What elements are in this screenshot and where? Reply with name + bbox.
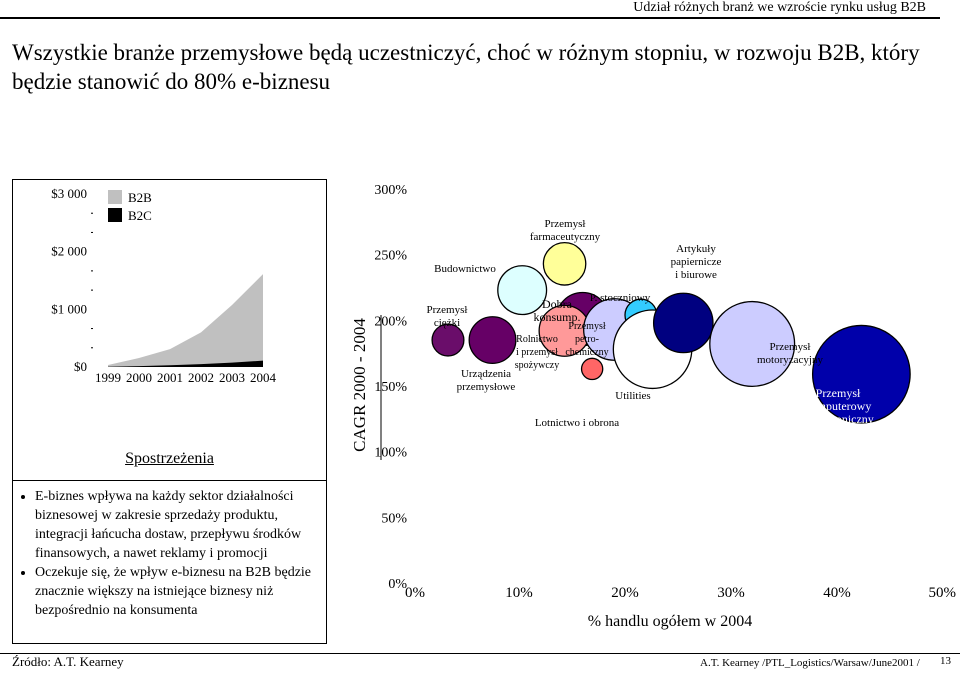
bubble-label-line: Dobra — [542, 297, 573, 311]
y-tick-label: $1 000 — [51, 301, 87, 316]
y-tick-label: 200% — [374, 314, 407, 329]
bubble-label-line: i elektroniczny — [802, 412, 874, 426]
bubble-label: Rolnictwo i przemysł spożywczy — [515, 334, 559, 371]
x-tick-label: 50% — [929, 585, 957, 601]
insights-box: E-biznes wpływa na każdy sektor działaln… — [12, 481, 327, 644]
bubble-point — [709, 300, 796, 388]
area-chart: $0 $1 000 $2 000 $3 000 1999 2000 2001 2002 2003… — [51, 186, 277, 385]
x-tick-label: 2001 — [157, 370, 183, 385]
bubble-label-line: papiernicze — [671, 256, 722, 268]
x-tick-label: 20% — [611, 585, 639, 601]
bubble-label-line: przemysłowe — [457, 381, 516, 393]
bubble-label-line: konsump. — [533, 310, 580, 324]
header-title: Udział różnych branż we wzroście rynku u… — [633, 0, 926, 15]
source-note: Źródło: A.T. Kearney — [12, 654, 124, 669]
bubble-point — [431, 323, 465, 357]
bubble-label: Dobra konsump. — [533, 297, 580, 324]
bubble-label: Budownictwo — [434, 263, 496, 275]
y-tick-label: 150% — [374, 380, 407, 395]
bubble-label: Przemysł petro-chemiczny — [565, 321, 608, 358]
bubble-label-line: spożywczy — [515, 360, 559, 371]
footer-credit: A.T. Kearney /PTL_Logistics/Warsaw/June2… — [700, 657, 920, 669]
bubble-label-line: Przemysł — [545, 218, 586, 230]
x-tick-label: 2002 — [188, 370, 214, 385]
bubble-point — [652, 292, 714, 354]
bubble-label-line: Przemysł — [816, 386, 861, 400]
bubble-label: P. stoczniowy — [590, 292, 651, 304]
x-axis-label: % handlu ogółem w 2004 — [588, 613, 752, 630]
x-tick-label: 2000 — [126, 370, 152, 385]
bubble-label-line: Artykuły — [676, 243, 716, 255]
bubble-label-line: motoryzacyjny — [757, 354, 823, 366]
bubble-label: Artykuły papiernicze i biurowe — [671, 243, 722, 281]
bubble-label-line: i biurowe — [675, 269, 717, 281]
legend-label-b2c: B2C — [128, 208, 152, 223]
x-tick-label: 2003 — [219, 370, 245, 385]
bubble-label-line: Urządzenia — [461, 368, 511, 380]
y-tick-label: 0% — [388, 577, 407, 592]
bubble-point — [468, 316, 517, 365]
bubble-label-line: petro- — [575, 334, 599, 345]
bubble-point — [811, 324, 911, 424]
x-tick-label: 40% — [823, 585, 851, 601]
footer-rule — [0, 653, 960, 654]
x-tick-label: 10% — [505, 585, 533, 601]
x-tick-label: 30% — [717, 585, 745, 601]
bubble-label: Przemysł ciężki — [427, 304, 468, 329]
bubble-label-line: farmaceutyczny — [530, 231, 601, 243]
bubble-label-line: ciężki — [434, 317, 460, 329]
y-tick-label: 100% — [374, 446, 407, 461]
insight-item: E-biznes wpływa na każdy sektor działaln… — [35, 487, 320, 563]
bubble-label: Przemysł motoryzacyjny — [757, 341, 823, 366]
bubble-label-line: Przemysł — [770, 341, 811, 353]
bubble-chart: CAGR 2000 - 2004 0% 50% 100% 150% 200% 250% 300… — [350, 183, 957, 630]
legend-swatch-b2c — [108, 208, 122, 222]
x-tick-label: 0% — [405, 585, 425, 601]
bubble-label: Urządzenia przemysłowe — [457, 368, 516, 393]
page-number: 13 — [940, 655, 951, 667]
slide-title: Wszystkie branże przemysłowe będą uczest… — [12, 40, 920, 94]
bubble-label-line: Budownictwo — [434, 263, 496, 275]
y-axis-label: CAGR 2000 - 2004 — [350, 318, 369, 452]
legend-swatch-b2b — [108, 190, 122, 204]
bubble-label: Utilities — [615, 390, 650, 402]
legend-label-b2b: B2B — [128, 190, 152, 205]
bubble-point — [542, 242, 587, 286]
y-tick-label: 50% — [381, 511, 407, 526]
y-tick-label: $2 000 — [51, 244, 87, 259]
bubble-label: Przemysł komputerowy i elektroniczny — [802, 386, 874, 426]
b2c-area — [108, 360, 263, 367]
bubble-label-line: komputerowy — [805, 399, 872, 413]
bubble-label-line: Lotnictwo i obrona — [535, 417, 619, 429]
insights-title: Spostrzeżenia — [125, 450, 214, 467]
y-tick-label: $3 000 — [51, 186, 87, 201]
bubble-label-line: P. stoczniowy — [590, 292, 651, 304]
y-tick-label: $0 — [74, 359, 87, 374]
bubble-label-line: Rolnictwo — [516, 334, 558, 345]
header-rule — [0, 17, 940, 19]
bubble-label-line: i przemysł — [516, 347, 558, 358]
x-tick-label: 2004 — [250, 370, 277, 385]
bubble-label-line: Przemysł — [427, 304, 468, 316]
bubble-label-line: chemiczny — [565, 347, 608, 358]
bubble-label: Przemysł farmaceutyczny — [530, 218, 601, 243]
b2b-area — [108, 274, 263, 367]
bubble-label: Lotnictwo i obrona — [535, 417, 619, 429]
y-tick-label: 250% — [374, 249, 407, 264]
bubble-point — [497, 265, 548, 316]
insight-item: Oczekuje się, że wpływ e-biznesu na B2B … — [35, 563, 320, 620]
bubble-label-line: Przemysł — [568, 321, 605, 332]
x-tick-label: 1999 — [95, 370, 121, 385]
bubble-label-line: Utilities — [615, 390, 650, 402]
bubble-point — [580, 357, 604, 381]
y-tick-label: 300% — [374, 183, 407, 198]
market-growth-panel: $0 $1 000 $2 000 $3 000 1999 2000 2001 2002 2003… — [12, 179, 327, 481]
insights-list: E-biznes wpływa na każdy sektor działaln… — [21, 487, 320, 620]
